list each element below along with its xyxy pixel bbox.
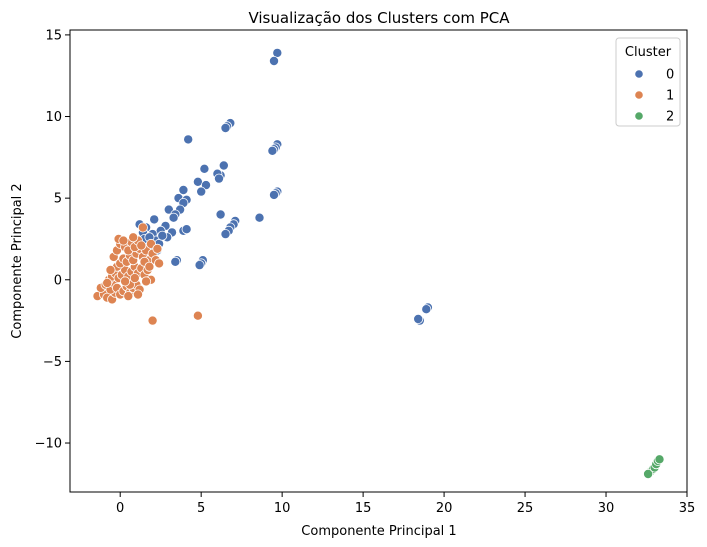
x-tick-label: 0: [116, 501, 124, 516]
plot-frame: [69, 29, 688, 493]
point-cluster-0: [178, 184, 189, 195]
legend-label-0: 0: [666, 68, 674, 83]
y-axis-label: Componente Principal 2: [10, 183, 25, 338]
point-cluster-0: [220, 123, 231, 134]
point-cluster-0: [157, 230, 168, 241]
x-tick-label: 20: [436, 501, 453, 516]
point-cluster-0: [421, 304, 432, 315]
point-cluster-1: [129, 273, 140, 284]
y-tick-label: −5: [43, 355, 62, 370]
x-tick-label: 10: [274, 501, 291, 516]
legend: Cluster 0 1 2: [615, 37, 681, 127]
point-cluster-0: [170, 256, 181, 267]
x-tick-label: 30: [598, 501, 615, 516]
y-tick-label: 10: [45, 110, 62, 125]
point-cluster-1: [144, 261, 155, 272]
point-cluster-1: [136, 240, 147, 251]
point-cluster-0: [267, 145, 278, 156]
legend-label-2: 2: [666, 110, 674, 125]
legend-marker-0: [634, 69, 644, 79]
y-tick-label: 5: [54, 192, 62, 207]
point-cluster-0: [194, 260, 205, 271]
point-cluster-1: [192, 310, 203, 321]
point-cluster-0: [220, 229, 231, 240]
point-cluster-1: [118, 235, 129, 246]
x-tick-label: 15: [355, 501, 372, 516]
legend-marker-2: [634, 111, 644, 121]
point-cluster-1: [123, 291, 134, 302]
point-cluster-0: [168, 212, 179, 223]
chart-title: Visualização dos Clusters com PCA: [248, 9, 510, 27]
point-cluster-1: [154, 258, 165, 269]
point-cluster-0: [213, 173, 224, 184]
x-tick-label: 5: [197, 501, 205, 516]
point-cluster-1: [102, 277, 113, 288]
point-cluster-1: [141, 276, 152, 287]
point-cluster-0: [254, 212, 265, 223]
point-cluster-0: [268, 56, 279, 67]
x-tick-label: 25: [517, 501, 534, 516]
point-cluster-0: [218, 160, 229, 171]
point-cluster-0: [196, 186, 207, 197]
point-cluster-1: [137, 222, 148, 233]
legend-label-1: 1: [666, 89, 674, 104]
point-cluster-2: [654, 454, 665, 465]
x-axis-label: Componente Principal 1: [301, 524, 456, 539]
legend-marker-1: [634, 90, 644, 100]
y-tick-label: 15: [45, 28, 62, 43]
point-cluster-0: [215, 209, 226, 220]
point-cluster-0: [149, 214, 160, 225]
point-cluster-0: [183, 134, 194, 145]
y-tick-label: 0: [54, 273, 62, 288]
points-layer: [92, 47, 665, 479]
x-axis: 0 5 10 15 20 25 30 35: [116, 492, 695, 516]
point-cluster-0: [268, 189, 279, 200]
point-cluster-1: [132, 289, 143, 300]
legend-title: Cluster: [625, 45, 672, 60]
point-cluster-0: [413, 313, 424, 324]
point-cluster-2: [643, 468, 654, 479]
point-cluster-1: [128, 232, 139, 243]
point-cluster-1: [147, 315, 158, 326]
legend-items: 0 1 2: [634, 68, 674, 125]
point-cluster-1: [120, 276, 131, 287]
x-tick-label: 35: [679, 501, 696, 516]
point-cluster-1: [105, 264, 116, 275]
y-tick-label: −10: [35, 437, 62, 452]
y-axis: −10 −5 0 5 10 15: [35, 28, 70, 452]
point-cluster-1: [152, 243, 163, 254]
point-cluster-0: [199, 163, 210, 174]
legend-box: [615, 37, 681, 127]
point-cluster-0: [181, 224, 192, 235]
